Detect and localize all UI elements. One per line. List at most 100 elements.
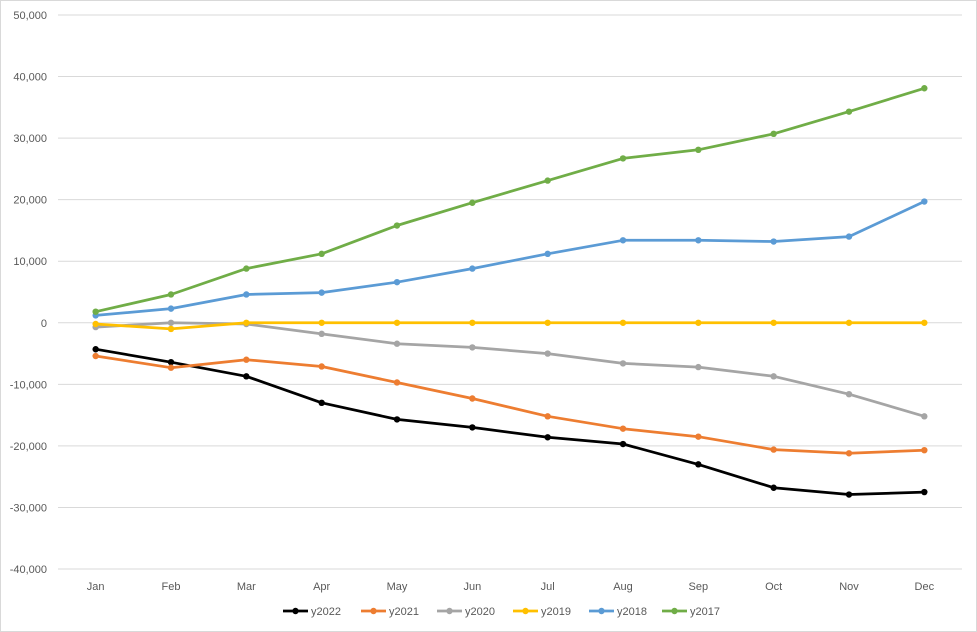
legend-item-y2021[interactable]: y2021 bbox=[361, 606, 419, 618]
y-tick-label: 0 bbox=[41, 318, 47, 330]
data-point bbox=[921, 413, 928, 420]
data-point bbox=[845, 319, 853, 326]
data-point bbox=[167, 325, 175, 333]
data-point bbox=[318, 250, 325, 258]
data-point bbox=[243, 265, 250, 272]
data-point bbox=[167, 358, 175, 366]
legend-marker bbox=[292, 607, 299, 615]
data-point bbox=[845, 390, 853, 398]
data-point bbox=[845, 108, 853, 115]
data-point bbox=[845, 491, 853, 498]
data-point bbox=[318, 289, 325, 296]
data-point bbox=[845, 233, 853, 240]
data-point bbox=[619, 237, 627, 244]
data-point bbox=[243, 373, 250, 380]
series-line bbox=[94, 200, 926, 317]
series-y2021 bbox=[92, 352, 928, 457]
legend-item-y2022[interactable]: y2022 bbox=[283, 606, 341, 618]
y-tick-label: -40,000 bbox=[10, 564, 47, 576]
data-point bbox=[770, 484, 777, 491]
data-point bbox=[770, 373, 777, 380]
data-point bbox=[619, 425, 627, 432]
series-line bbox=[94, 347, 926, 496]
legend-label: y2018 bbox=[617, 606, 647, 618]
legend-label: y2017 bbox=[690, 606, 720, 618]
legend-marker bbox=[522, 607, 529, 615]
series-y2017 bbox=[92, 85, 928, 315]
y-tick-label: 50,000 bbox=[13, 10, 47, 22]
data-point bbox=[167, 364, 175, 371]
data-point bbox=[469, 319, 476, 326]
data-point bbox=[695, 433, 702, 440]
data-point bbox=[544, 413, 551, 420]
data-point bbox=[243, 356, 250, 363]
x-tick-label: Mar bbox=[237, 581, 256, 593]
data-point bbox=[167, 319, 175, 326]
data-point bbox=[770, 446, 777, 453]
data-point bbox=[393, 379, 401, 386]
data-point bbox=[619, 360, 627, 367]
x-tick-label: Sep bbox=[689, 581, 709, 593]
data-point bbox=[921, 198, 928, 205]
legend-marker bbox=[446, 607, 453, 615]
legend[interactable]: y2022 y2021 y2020 y2019 y2018 y2017 bbox=[283, 606, 720, 618]
legend-label: y2019 bbox=[541, 606, 571, 618]
x-tick-label: Apr bbox=[313, 581, 330, 593]
data-point bbox=[619, 155, 627, 162]
y-tick-label: 30,000 bbox=[13, 133, 47, 145]
data-point bbox=[770, 238, 777, 245]
data-point bbox=[318, 330, 325, 338]
data-point bbox=[92, 346, 99, 353]
legend-label: y2021 bbox=[389, 606, 419, 618]
y-tick-label: 10,000 bbox=[13, 256, 47, 268]
x-tick-label: Dec bbox=[915, 581, 935, 593]
legend-label: y2022 bbox=[311, 606, 341, 618]
legend-item-y2018[interactable]: y2018 bbox=[589, 606, 647, 618]
legend-item-y2019[interactable]: y2019 bbox=[513, 606, 571, 618]
data-point bbox=[845, 450, 853, 457]
data-point bbox=[167, 305, 175, 312]
data-point bbox=[167, 291, 175, 298]
data-point bbox=[92, 352, 99, 360]
data-point bbox=[544, 250, 551, 258]
x-tick-label: Feb bbox=[162, 581, 181, 593]
legend-item-y2017[interactable]: y2017 bbox=[662, 606, 720, 618]
data-point bbox=[695, 146, 702, 154]
series-line bbox=[94, 354, 926, 455]
x-tick-label: Jul bbox=[541, 581, 555, 593]
data-point bbox=[469, 424, 476, 431]
y-tick-label: -20,000 bbox=[10, 441, 47, 453]
data-point bbox=[469, 395, 476, 402]
data-point bbox=[393, 278, 401, 286]
series-layer bbox=[92, 85, 928, 498]
data-point bbox=[619, 440, 627, 448]
x-tick-label: Jun bbox=[463, 581, 481, 593]
data-point bbox=[243, 319, 250, 326]
series-y2018 bbox=[92, 198, 928, 319]
data-point bbox=[318, 399, 325, 406]
data-point bbox=[770, 130, 777, 138]
data-point bbox=[544, 434, 551, 441]
data-point bbox=[469, 199, 476, 206]
y-axis: 50,000 40,000 30,000 20,000 10,000 0 -10,000 -2… bbox=[10, 10, 47, 576]
x-tick-label: May bbox=[387, 581, 408, 593]
data-point bbox=[695, 237, 702, 244]
data-point bbox=[544, 177, 551, 184]
data-point bbox=[921, 488, 928, 496]
legend-item-y2020[interactable]: y2020 bbox=[437, 606, 495, 618]
legend-label: y2020 bbox=[465, 606, 495, 618]
data-point bbox=[393, 319, 401, 326]
x-tick-label: Nov bbox=[839, 581, 859, 593]
series-y2022 bbox=[92, 346, 928, 498]
data-point bbox=[695, 319, 702, 326]
legend-marker bbox=[671, 607, 678, 615]
y-tick-label: 40,000 bbox=[13, 72, 47, 84]
data-point bbox=[695, 461, 702, 468]
data-point bbox=[921, 319, 928, 326]
x-tick-label: Aug bbox=[613, 581, 633, 593]
data-point bbox=[393, 416, 401, 423]
x-axis: Jan Feb Mar Apr May Jun Jul Aug Sep Oct Nov Dec bbox=[87, 581, 935, 593]
series-line bbox=[94, 321, 926, 418]
